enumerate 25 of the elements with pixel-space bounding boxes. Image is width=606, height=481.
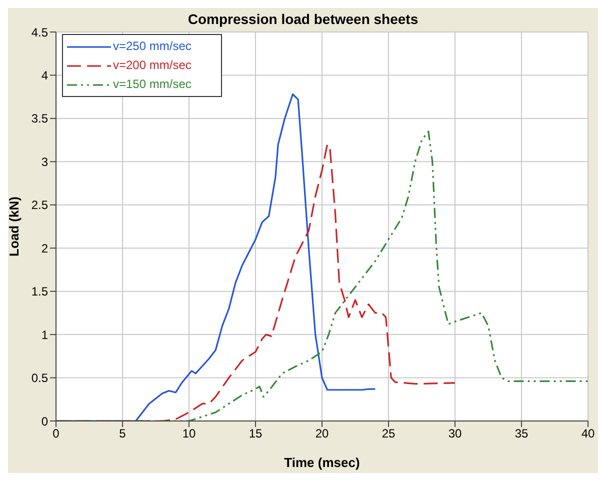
x-tick-label: 20	[315, 426, 329, 441]
legend-label: v=150 mm/sec	[113, 76, 192, 93]
y-tick-label: 3.5	[31, 112, 48, 126]
y-tick-label: 1	[41, 328, 48, 342]
y-tick-label: 2	[41, 241, 48, 256]
x-tick-label: 15	[248, 426, 262, 441]
x-tick-label: 40	[581, 426, 595, 441]
x-axis-title: Time (msec)	[284, 455, 360, 470]
y-tick-label: 4	[41, 68, 48, 82]
x-tick-label: 0	[52, 426, 60, 441]
x-tick-label: 30	[448, 426, 462, 441]
x-tick-label: 10	[182, 426, 196, 441]
chart-title: Compression load between sheets	[186, 11, 420, 27]
y-tick-label: 1.5	[31, 284, 48, 299]
y-tick-label: 4.5	[31, 25, 48, 40]
y-tick-label: 0	[41, 414, 48, 428]
x-tick-label: 35	[514, 426, 528, 441]
x-tick-label: 5	[119, 426, 126, 441]
x-tick-label: 25	[382, 426, 396, 441]
legend-label: v=200 mm/sec	[113, 57, 192, 74]
y-axis-title: Load (kN)	[6, 196, 22, 256]
y-tick-label: 2.5	[31, 198, 48, 212]
y-tick-label: 0.5	[31, 371, 48, 386]
legend-label: v=250 mm/sec	[113, 38, 192, 55]
y-tick-label: 3	[41, 154, 48, 169]
